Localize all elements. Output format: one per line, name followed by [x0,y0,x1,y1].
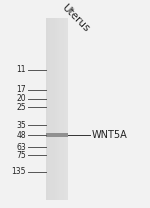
Text: 48: 48 [16,131,26,140]
Text: Uterus: Uterus [60,2,91,33]
Text: WNT5A: WNT5A [92,130,128,140]
Text: 25: 25 [16,103,26,112]
Bar [46,18,68,200]
Text: 63: 63 [16,143,26,152]
Text: 35: 35 [16,121,26,130]
Bar [64,18,66,200]
Bar [55,18,57,200]
Bar [66,18,68,200]
Text: 135: 135 [12,167,26,176]
Text: 75: 75 [16,151,26,160]
Text: 20: 20 [16,94,26,104]
Bar [57,18,59,200]
Text: 11: 11 [16,65,26,74]
Bar [59,18,61,200]
Text: 17: 17 [16,85,26,94]
Bar [48,18,50,200]
Bar [46,18,48,200]
Bar [53,18,55,200]
Bar [61,18,64,200]
Bar [46,133,68,137]
Bar [50,18,53,200]
